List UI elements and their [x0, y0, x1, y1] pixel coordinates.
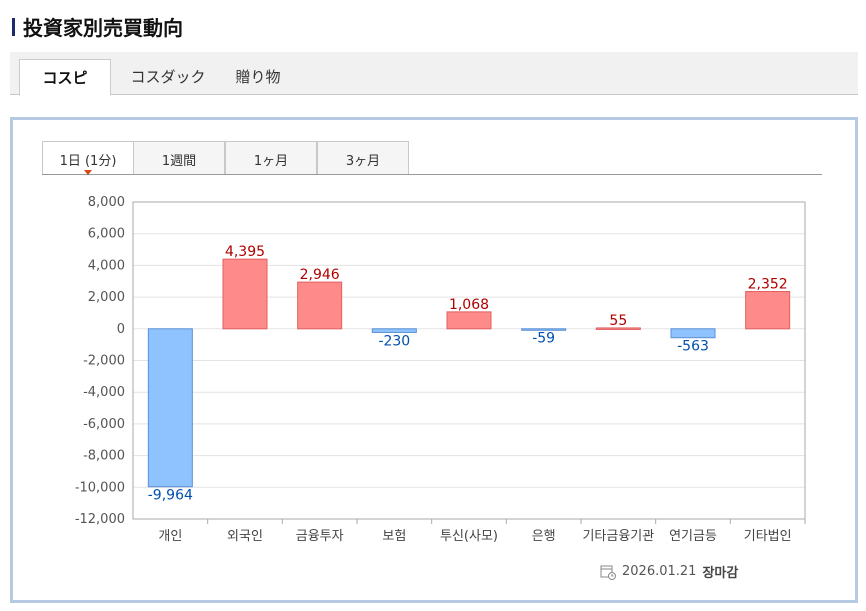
y-tick-label: 4,000: [88, 258, 125, 273]
bar: [371, 328, 417, 333]
tab-1week[interactable]: 1週間: [133, 141, 225, 174]
x-tick-label: 개인: [158, 529, 182, 544]
tab-1month[interactable]: 1ヶ月: [225, 141, 317, 174]
tab-kospi[interactable]: コスピ: [19, 59, 111, 96]
bar: [147, 328, 193, 488]
data-label: -563: [677, 339, 709, 355]
market-tabs: コスピ コスダック 贈り物: [10, 52, 858, 96]
bar: [595, 327, 641, 330]
y-tick-label: 0: [117, 322, 125, 337]
tab-divider: [42, 174, 822, 175]
y-tick-label: 6,000: [88, 227, 125, 242]
tab-gift[interactable]: 贈り物: [235, 68, 281, 86]
bar: [446, 311, 492, 330]
bar: [745, 291, 791, 330]
data-label: 2,352: [748, 277, 788, 293]
data-label: 2,946: [300, 267, 340, 283]
tab-3month[interactable]: 3ヶ月: [317, 141, 409, 174]
page-title: 投資家別売買動向: [12, 12, 183, 41]
title-marker: [12, 17, 15, 36]
plot-frame: [132, 201, 806, 520]
y-tick-label: -10,000: [75, 480, 125, 495]
y-tick-label: -6,000: [83, 417, 125, 432]
tab-1day[interactable]: 1日 (1分): [42, 141, 134, 174]
x-tick-label: 외국인: [227, 529, 263, 544]
calendar-clock-icon: [600, 565, 616, 580]
x-tick-label: 은행: [532, 528, 556, 544]
selected-caret-icon: [84, 170, 92, 175]
x-tick-label: 기타법인: [744, 529, 792, 544]
y-tick-label: 2,000: [88, 290, 125, 305]
footer-date: 2026.01.21: [622, 564, 697, 579]
y-tick-label: -2,000: [83, 354, 125, 369]
data-label: -230: [378, 333, 410, 349]
footer-status: 장마감: [702, 566, 739, 581]
data-label: -9,964: [148, 488, 193, 504]
y-tick-label: -4,000: [83, 385, 125, 400]
data-label: 55: [609, 313, 627, 329]
bar: [670, 328, 716, 339]
bar: [222, 258, 268, 330]
x-tick-label: 보험: [382, 529, 406, 544]
data-label: -59: [532, 331, 555, 347]
footer: 2026.01.21 장마감: [600, 562, 738, 581]
bar: [297, 281, 343, 330]
y-tick-label: -8,000: [83, 449, 125, 464]
y-tick-label: -12,000: [75, 512, 125, 527]
title-text: 投資家別売買動向: [23, 16, 183, 40]
x-tick-label: 투신(사모): [440, 529, 498, 544]
x-tick-label: 연기금등: [669, 529, 717, 544]
x-tick-label: 기타금융기관: [582, 529, 654, 544]
data-label: 1,068: [449, 297, 489, 313]
bar: [521, 328, 567, 331]
data-label: 4,395: [225, 244, 265, 260]
x-tick-label: 금융투자: [296, 529, 344, 544]
y-tick-label: 8,000: [88, 195, 125, 210]
tab-kosdaq[interactable]: コスダック: [130, 68, 206, 86]
